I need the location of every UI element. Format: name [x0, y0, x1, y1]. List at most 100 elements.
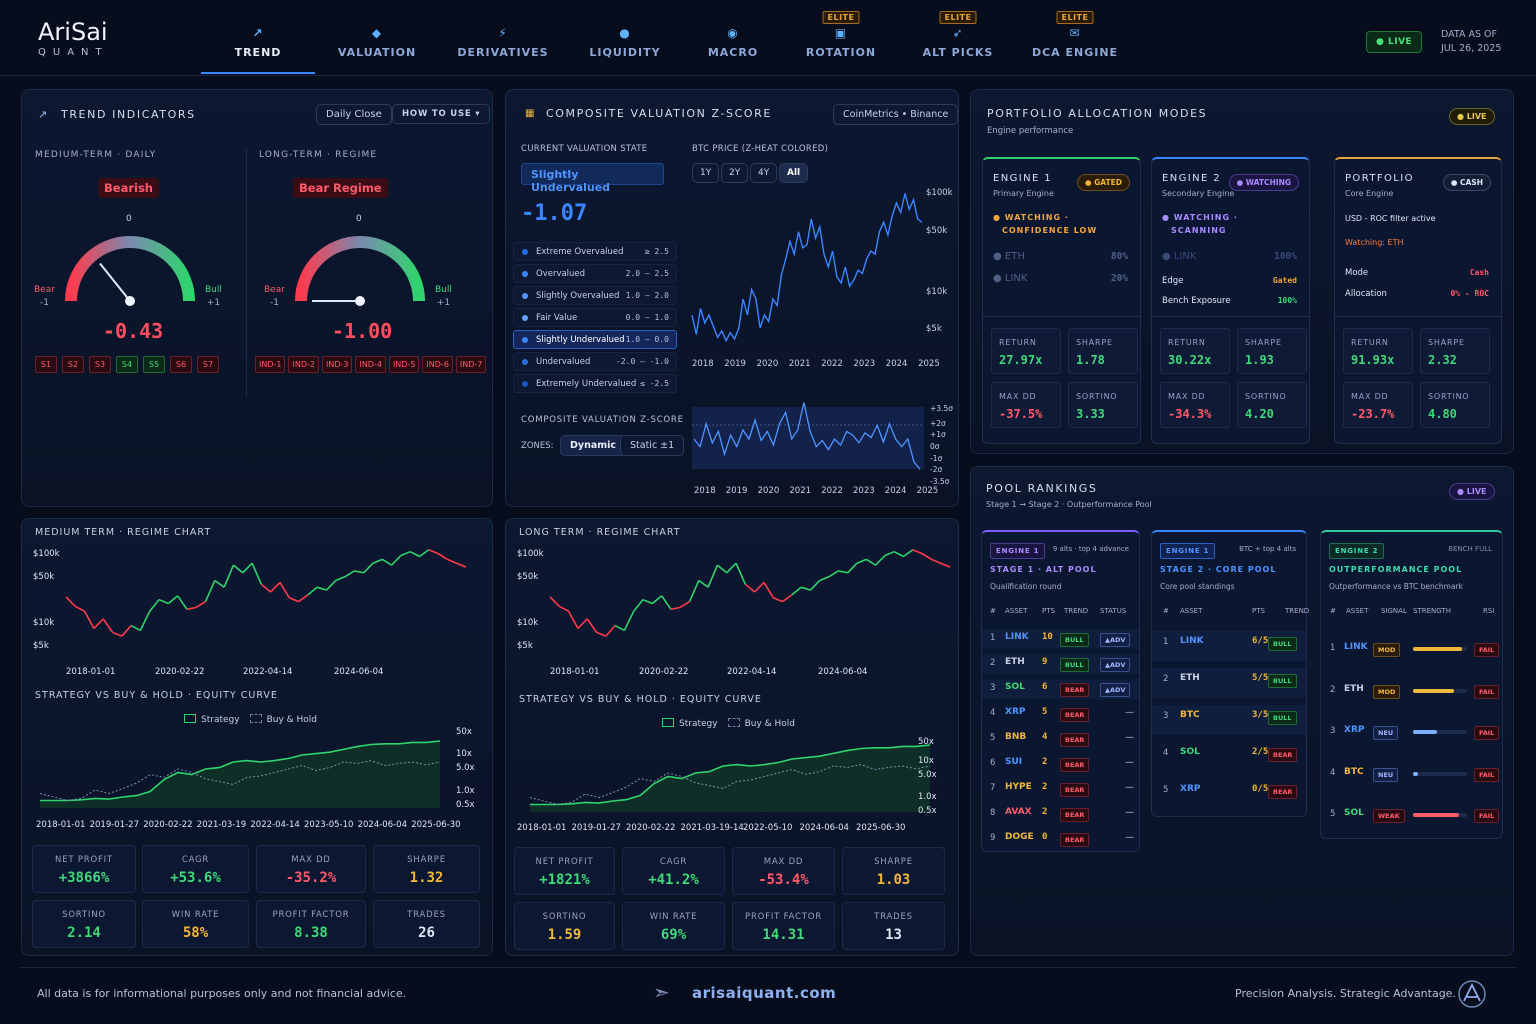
site-link[interactable]: arisaiquant.com [692, 984, 837, 1002]
metric-value: 4.80 [1428, 407, 1457, 421]
pool-row[interactable]: 5 SOL WEAK FAIL [1321, 805, 1502, 825]
btc-price-chart [691, 193, 923, 343]
pool-row[interactable]: 3 SOL 6 BEAR ▲ADV [982, 679, 1139, 699]
zscore-tick: -3.5σ [930, 477, 950, 486]
pool-row[interactable]: 2 ETH MOD FAIL [1321, 681, 1502, 701]
regime-price-tick: $50k [517, 572, 539, 582]
zone-row[interactable]: Extreme Overvalued ≥ 2.5 [513, 242, 677, 261]
pool-row[interactable]: 3 BTC 3/5 BULL [1152, 705, 1306, 735]
bear-segment [456, 562, 467, 568]
bear-segment [428, 549, 439, 555]
bear-segment [298, 594, 309, 603]
asset: BTC [1344, 766, 1364, 777]
price-year-tick: 2024 [885, 359, 908, 369]
pool-row[interactable]: 5 BNB 4 BEAR — [982, 729, 1139, 749]
regime-price-tick: $10k [517, 618, 539, 628]
valuation-state-label: CURRENT VALUATION STATE [521, 144, 648, 154]
signal-pill: WEAK [1373, 809, 1405, 823]
pool-stage-title: STAGE 1 · ALT POOL [990, 565, 1097, 574]
asset: BNB [1005, 732, 1027, 742]
range-button-2y[interactable]: 2Y [721, 163, 749, 183]
rank: 5 [1163, 785, 1169, 795]
pool-row[interactable]: 4 XRP 5 BEAR — [982, 704, 1139, 724]
strength-bar [1413, 771, 1467, 776]
engine-divider [983, 316, 1140, 317]
stat-label: SHARPE [874, 857, 913, 867]
rsi-pill: FAIL [1474, 684, 1500, 699]
pool-row[interactable]: 9 DOGE 0 BEAR — [982, 829, 1139, 849]
pool-row[interactable]: 4 BTC NEU FAIL [1321, 764, 1502, 784]
range-button-all[interactable]: All [779, 163, 809, 183]
status-pill: — [1125, 758, 1134, 768]
pool-row[interactable]: 2 ETH 5/5 BULL [1152, 668, 1306, 698]
metric-value: 91.93x [1351, 353, 1395, 367]
legend-bh-swatch [249, 714, 262, 723]
pool-card-stage1: ENGINE 1 9 alts · top 4 advance STAGE 1 · … [981, 530, 1140, 852]
equity-date-tick: 2021-03-19-14 [680, 823, 744, 833]
pool-row[interactable]: 8 AVAX 2 BEAR — [982, 804, 1139, 824]
price-year-tick: 2019 [724, 359, 746, 369]
indicator-badge: IND-4 [355, 356, 386, 373]
stat-label: CAGR [181, 855, 210, 865]
signal-pill: NEU [1373, 726, 1399, 740]
nav-tab-derivatives[interactable]: ⚡ DERIVATIVES [443, 0, 563, 74]
range-button-4y[interactable]: 4Y [750, 163, 778, 183]
bear-segment [102, 618, 114, 633]
zone-row[interactable]: Slightly Overvalued 1.0 – 2.0 [513, 286, 677, 305]
bear-segment [288, 597, 299, 603]
pool-row[interactable]: 5 XRP 0/5 BEAR [1152, 779, 1306, 799]
zone-row[interactable]: Undervalued -2.0 – -1.0 [513, 352, 677, 371]
pool-row[interactable]: 1 LINK 6/5 BULL [1152, 631, 1306, 661]
zone-row[interactable]: Extremely Undervalued ≤ -2.5 [513, 374, 677, 393]
pool-row[interactable]: 1 LINK MOD FAIL [1321, 639, 1502, 659]
rank: 2 [1330, 684, 1336, 695]
nav-tab-alt-picks[interactable]: ELITE ➶ ALT PICKS [910, 0, 1006, 74]
how-to-use-button[interactable]: HOW TO USE ▾ [392, 104, 491, 124]
brand-logo[interactable]: AriSai QUANT [38, 18, 109, 58]
data-source-button[interactable]: CoinMetrics • Binance [833, 104, 959, 125]
static-zones-button[interactable]: Static ±1 [620, 435, 685, 456]
long-gauge-arc [295, 236, 425, 302]
nav-tab-trend[interactable]: ↗ TREND [201, 0, 315, 74]
zone-row[interactable]: Overvalued 2.0 – 2.5 [513, 264, 677, 283]
footer-divider [20, 967, 1516, 968]
daily-close-button[interactable]: Daily Close [316, 104, 392, 125]
range-button-1y[interactable]: 1Y [692, 163, 720, 183]
regime-price-tick: $100k [517, 549, 544, 559]
metric-value: 1.78 [1076, 353, 1105, 367]
zone-dot [522, 271, 528, 277]
nav-tab-liquidity[interactable]: ● LIQUIDITY [565, 0, 685, 74]
status-pill: — [1125, 783, 1134, 793]
pool-row[interactable]: 4 SOL 2/5 BEAR [1152, 742, 1306, 762]
nav-tab-macro[interactable]: ◉ MACRO [684, 0, 782, 74]
zone-dot [522, 337, 528, 343]
bear-segment [596, 631, 607, 637]
bull-segment [809, 579, 821, 591]
pool-row[interactable]: 1 LINK 10 BULL ▲ADV [982, 629, 1139, 649]
asset: BTC [1180, 710, 1200, 720]
nav-tab-dca-engine[interactable]: ELITE ✉ DCA ENGINE [1025, 0, 1125, 74]
engine-card: ENGINE 1 Primary Engine ● GATED ● WATCHING … [982, 157, 1141, 444]
trend-icon: ↗ [38, 108, 48, 121]
pool-row[interactable]: 7 HYPE 2 BEAR — [982, 779, 1139, 799]
bear-segment [670, 606, 681, 611]
zone-row[interactable]: Slightly Undervalued -1.0 – 0.0 [513, 330, 677, 349]
asset: LINK [1005, 632, 1029, 642]
rsi-pill: FAIL [1474, 643, 1500, 657]
stat-label: NET PROFIT [535, 857, 594, 867]
pool-row[interactable]: 3 XRP NEU FAIL [1321, 722, 1502, 742]
zone-label: Fair Value [536, 313, 578, 323]
signal-badge: S6 [170, 356, 192, 373]
long-bear-label: Bear -1 [264, 284, 285, 310]
bull-segment [130, 624, 141, 632]
engine-divider [1335, 316, 1501, 317]
bear-segment [121, 625, 132, 637]
buy-hold-line [530, 764, 931, 806]
bull-segment [698, 579, 709, 588]
pool-row[interactable]: 2 ETH 9 BULL ▲ADV [982, 654, 1139, 674]
zone-row[interactable]: Fair Value 0.0 – 1.0 [513, 308, 677, 327]
pool-row[interactable]: 6 SUI 2 BEAR — [982, 754, 1139, 774]
dynamic-zones-button[interactable]: Dynamic [560, 435, 627, 456]
nav-tab-rotation[interactable]: ELITE ▣ ROTATION [792, 0, 890, 74]
nav-tab-valuation[interactable]: ◆ VALUATION [323, 0, 431, 74]
